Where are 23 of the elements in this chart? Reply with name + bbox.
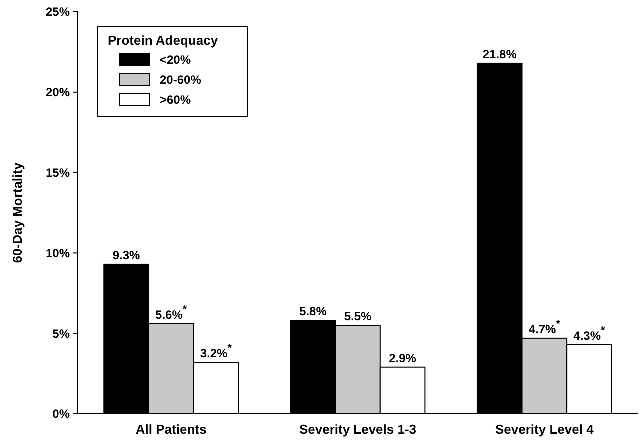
legend-label: >60% [160, 93, 192, 107]
data-label: 5.8% [300, 304, 328, 319]
data-label: 21.8% [482, 47, 518, 62]
y-tick-label: 20% [46, 86, 70, 100]
y-tick-label: 0% [52, 407, 70, 422]
legend-label: 20-60% [160, 73, 202, 87]
data-label: 3.2%$^{*}$ [200, 342, 233, 361]
data-label: 4.7%$^{*}$ [528, 318, 562, 336]
y-axis-title: 60-Day Mortality [10, 162, 25, 264]
y-tick-label: 15% [46, 166, 70, 180]
legend-label: <20% [160, 53, 192, 67]
y-tick-label: 5% [52, 326, 70, 341]
x-tick-label: Severity Level 4 [496, 422, 595, 437]
legend-title: Protein Adequacy [108, 33, 219, 48]
x-tick-label: All Patients [136, 422, 207, 437]
data-label: 9.3% [112, 248, 141, 262]
y-tick-label: 10% [46, 246, 70, 260]
data-label: 5.6%$^{*}$ [156, 304, 188, 322]
data-label: 4.3%$^{*}$ [574, 324, 606, 343]
data-label: 5.5% [344, 310, 372, 324]
x-tick-label: Severity Levels 1-3 [299, 422, 417, 437]
data-label: 2.9% [389, 351, 417, 366]
y-tick-label: 25% [46, 5, 70, 20]
